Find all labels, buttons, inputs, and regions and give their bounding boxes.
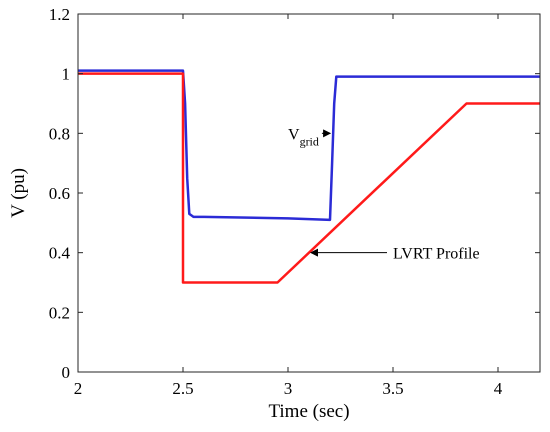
plot-area	[78, 14, 540, 372]
annotation-text: Vgrid	[288, 126, 319, 148]
y-tick-label: 0.6	[49, 184, 70, 203]
y-tick-label: 1	[62, 65, 71, 84]
annotation-1: LVRT Profile	[310, 246, 480, 263]
y-tick-label: 0.8	[49, 124, 70, 143]
annotation-text: LVRT Profile	[393, 246, 480, 263]
series-layer	[78, 69, 540, 284]
y-axis-label: V (pu)	[8, 168, 29, 218]
annotation-0: Vgrid	[288, 126, 332, 148]
tick-layer: 2 2.5 3 3.5 4 0 0.2 0.4 0.6 0.8 1 1.2	[49, 5, 540, 398]
series-line-vgrid	[78, 69, 540, 222]
y-tick-label: 0.2	[49, 303, 70, 322]
y-tick-label: 0	[62, 363, 71, 382]
x-tick-label: 3	[284, 379, 293, 398]
y-tick-label: 0.4	[49, 244, 71, 263]
x-tick-label: 3.5	[382, 379, 403, 398]
x-tick-label: 2.5	[172, 379, 193, 398]
y-tick-label: 1.2	[49, 5, 70, 24]
series-line-lvrt-profile	[78, 72, 540, 284]
x-axis-label: Time (sec)	[268, 401, 349, 422]
x-tick-label: 2	[74, 379, 83, 398]
annotation-layer: Vgrid LVRT Profile	[288, 126, 480, 262]
x-tick-label: 4	[494, 379, 503, 398]
